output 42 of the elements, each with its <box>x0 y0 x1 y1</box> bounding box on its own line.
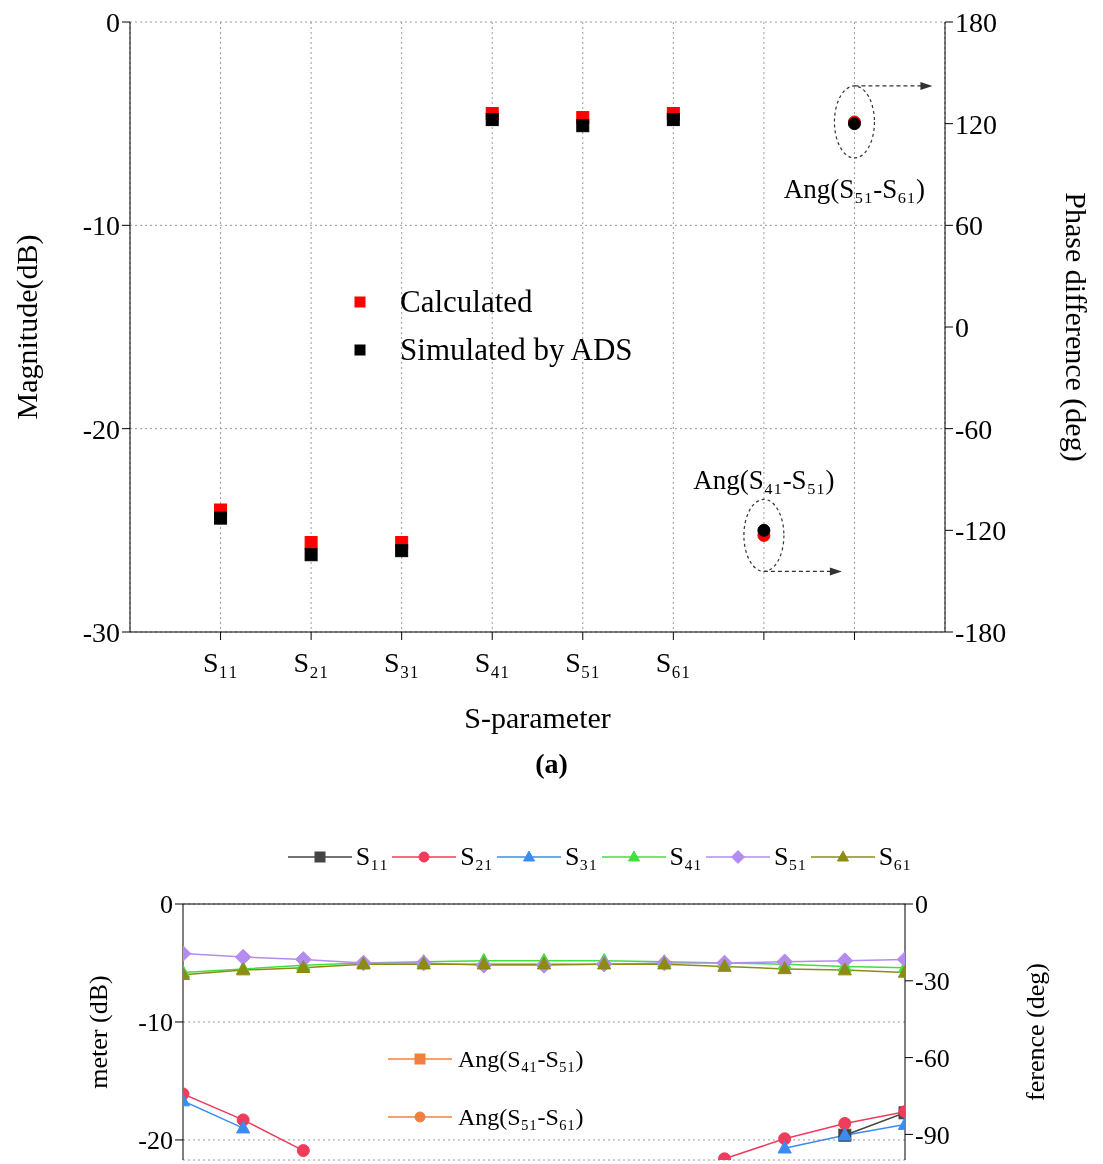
y2-tick-label: -180 <box>955 616 1007 648</box>
x-tick-label: S₄₁ <box>474 646 510 678</box>
x-tick-label: S₆₁ <box>655 646 691 678</box>
y-tick-label: 0 <box>106 6 120 38</box>
y-tick-label: -30 <box>82 616 120 648</box>
legend-label: Simulated by ADS <box>400 332 633 369</box>
annotation: Ang(S₄₁-S₅₁) <box>693 465 835 496</box>
y-tick-label: -10 <box>82 210 120 242</box>
legend-label: S₂₁ <box>460 842 493 872</box>
legend-label: Ang(S₅₁-S₆₁) <box>458 1103 584 1131</box>
y-tick-label: -10 <box>138 1008 173 1038</box>
y2-tick-label: 0 <box>915 890 928 920</box>
y2-tick-label: 0 <box>955 311 969 343</box>
x-tick-label: S₅₁ <box>565 646 601 678</box>
x-axis-title: S-parameter <box>464 701 611 734</box>
y-tick-label: -20 <box>138 1126 173 1156</box>
text: (a) <box>534 748 569 780</box>
legend-label: S₄₁ <box>669 842 703 872</box>
y2-tick-label: -90 <box>915 1120 950 1150</box>
y-tick-label: -20 <box>82 413 120 445</box>
y2-tick-label: 180 <box>955 6 997 38</box>
y2-tick-label: -60 <box>915 1043 950 1073</box>
legend-label: S₃₁ <box>564 842 598 872</box>
y2-tick-label: 120 <box>955 108 997 140</box>
y2-tick-label: 60 <box>955 210 983 242</box>
y2-axis-title: ference (deg) <box>1021 963 1051 1101</box>
legend-label: Ang(S₄₁-S₅₁) <box>458 1045 584 1073</box>
y-axis-title: meter (dB) <box>84 975 114 1089</box>
y2-tick-label: -30 <box>915 967 950 997</box>
legend-label: S₁₁ <box>355 842 389 872</box>
y2-tick-label: -120 <box>955 515 1007 547</box>
x-tick-label: S₁₁ <box>203 646 239 678</box>
y2-tick-label: -60 <box>955 413 993 445</box>
x-tick-label: S₃₁ <box>384 646 420 678</box>
x-tick-label: S₂₁ <box>293 646 329 678</box>
y-axis-title: Magnitude(dB) <box>9 234 44 420</box>
annotation: Ang(S₅₁-S₆₁) <box>783 173 926 204</box>
y2-axis-title: Phase difference (deg) <box>1059 192 1094 462</box>
y-tick-label: 0 <box>160 890 173 920</box>
legend-label: S₅₁ <box>774 842 807 872</box>
legend-label: Calculated <box>400 284 533 321</box>
legend-label: S₆₁ <box>878 842 912 872</box>
